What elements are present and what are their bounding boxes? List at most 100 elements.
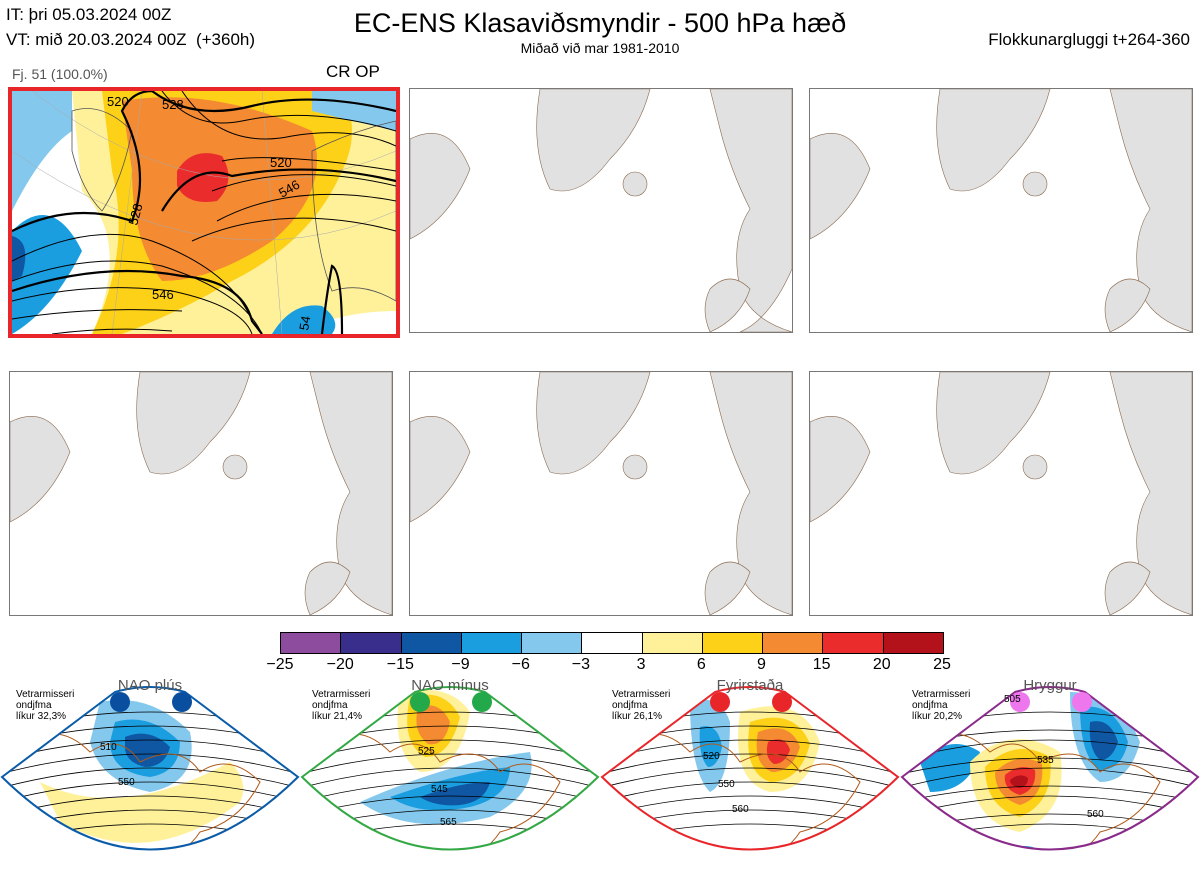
contour-label: 550	[118, 777, 135, 788]
regime-info: Vetrarmisseri ondjfma líkur 21,4%	[312, 689, 370, 722]
anomaly-colorbar	[280, 632, 944, 654]
contour-label: 560	[1087, 809, 1104, 820]
colorbar-tick-label: −6	[511, 656, 530, 673]
height-contour	[902, 823, 1198, 845]
regime-season: ondjfma	[912, 700, 948, 711]
anomaly-area	[420, 782, 490, 806]
anomaly-area	[40, 762, 244, 843]
coastline	[29, 733, 261, 850]
colorbar-swatch	[340, 633, 401, 653]
colorbar-swatch	[581, 633, 642, 653]
regime-map: 520 550 560	[600, 686, 900, 851]
regime-probability: líkur 21,4%	[312, 711, 363, 722]
regime-name: Fyrirstaða	[716, 677, 784, 694]
regime-season: Vetrarmisseri	[16, 689, 75, 700]
cluster-member-label: Fj. 51 (100.0%)	[12, 66, 108, 82]
regime-season: ondjfma	[16, 700, 52, 711]
regime-map: 510 550	[0, 686, 300, 851]
initial-time: IT: þri 05.03.2024 00Z	[6, 5, 172, 24]
height-contour	[2, 739, 298, 761]
regime-panel: 520 550 560 Fyrirstaða Vetrarmisseri ondjfma l…	[600, 672, 900, 872]
regime-name: Hryggur	[1023, 677, 1077, 694]
regime-frame	[300, 686, 600, 851]
height-contour	[902, 813, 1198, 831]
contour-label: 528	[125, 202, 145, 227]
contour-label: 520	[703, 751, 720, 762]
height-contour	[2, 795, 298, 817]
regime-probability: líkur 20,2%	[912, 711, 963, 722]
height-contour	[2, 753, 298, 775]
colorbar-swatch	[822, 633, 883, 653]
height-contour	[2, 781, 298, 803]
regime-probability: líkur 26,1%	[612, 711, 663, 722]
colorbar-tick-label: −3	[571, 656, 591, 673]
anomaly-area	[1010, 775, 1028, 788]
contour-label: 550	[718, 779, 735, 790]
contour-label: 520	[270, 155, 292, 170]
regime-probability: líkur 32,3%	[16, 711, 67, 722]
contour-label: 520	[107, 94, 129, 109]
regime-panel: 525 545 565 NAO mínus Vetrarmisseri ondjfma lí…	[300, 672, 600, 872]
coastline	[929, 733, 1161, 850]
colorbar-swatch	[460, 633, 522, 653]
anomaly-area	[416, 705, 450, 745]
regime-marker	[1072, 692, 1092, 712]
regime-panel: 510 550 NAO plús Vetrarmisseri ondjfma líkur …	[0, 672, 300, 872]
regime-info: Vetrarmisseri ondjfma líkur 32,3%	[16, 689, 74, 722]
height-contour	[902, 795, 1198, 817]
cluster-map-3	[809, 88, 1193, 333]
height-contour	[302, 781, 598, 803]
height-contour	[902, 739, 1198, 761]
colorbar-swatch	[400, 633, 461, 653]
colorbar-tick-label: −9	[451, 656, 470, 673]
height-contour	[302, 739, 598, 761]
contour-label: 535	[1037, 755, 1054, 766]
cluster-map-5	[409, 371, 793, 616]
regime-marker	[172, 692, 192, 712]
anomaly-area	[1089, 721, 1118, 760]
coastline	[629, 733, 861, 850]
regime-marker	[472, 692, 492, 712]
colorbar-tick-label: −20	[326, 656, 354, 673]
regime-season: ondjfma	[312, 700, 348, 711]
cluster-regime-label: CR OP	[326, 62, 380, 81]
contour-label: 505	[1004, 694, 1021, 705]
height-contour	[302, 767, 598, 789]
contour-label: 546	[152, 287, 174, 302]
valid-time: VT: mið 20.03.2024 00Z (+360h)	[6, 30, 256, 49]
regime-marker	[410, 692, 430, 712]
regime-panel: 505 535 560 Hryggur Vetrarmisseri ondjfma líku…	[900, 672, 1200, 872]
colorbar-swatch	[701, 633, 763, 653]
regime-name: NAO plús	[117, 677, 183, 694]
regime-frame	[900, 686, 1200, 851]
regime-season: Vetrarmisseri	[912, 689, 971, 700]
regime-season: Vetrarmisseri	[312, 689, 371, 700]
height-contour	[602, 767, 898, 789]
cluster-map-2	[409, 88, 793, 333]
cluster-map-1: 520 520 528 528 546 546 54	[8, 87, 400, 338]
regime-map: 525 545 565	[300, 686, 600, 851]
regime-frame	[600, 686, 900, 851]
regime-marker	[710, 692, 730, 712]
contour-label: 54	[296, 315, 313, 332]
colorbar-tick-label: −25	[266, 656, 294, 673]
height-contour	[902, 767, 1198, 789]
contour-label: 528	[162, 97, 184, 112]
cluster-map-4	[9, 371, 393, 616]
colorbar-tick-label: 6	[696, 656, 706, 673]
height-contour	[602, 739, 898, 761]
colorbar-tick-label: 25	[933, 656, 951, 673]
height-contour	[602, 823, 898, 845]
regime-season: Vetrarmisseri	[612, 689, 671, 700]
contour-label: 525	[418, 746, 435, 757]
regime-marker	[110, 692, 130, 712]
height-contour	[302, 753, 598, 775]
height-contour	[602, 781, 898, 803]
colorbar-tick-label: −15	[386, 656, 414, 673]
colorbar-swatch	[641, 633, 702, 653]
colorbar-tick-label: 20	[872, 656, 891, 673]
page-title: EC-ENS Klasaviðsmyndir - 500 hPa hæð	[353, 8, 847, 38]
classification-window: Flokkunargluggi t+264-360	[988, 30, 1190, 49]
height-contour	[302, 795, 598, 817]
height-contour	[602, 795, 898, 817]
